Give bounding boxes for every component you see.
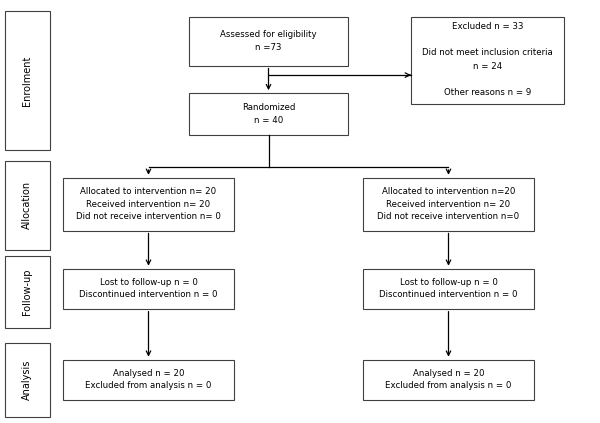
Text: Randomized
n = 40: Randomized n = 40: [242, 104, 295, 125]
Text: Follow-up: Follow-up: [22, 269, 32, 315]
Text: Lost to follow-up n = 0
Discontinued intervention n = 0: Lost to follow-up n = 0 Discontinued int…: [79, 278, 218, 299]
FancyBboxPatch shape: [63, 269, 234, 309]
Text: Analysis: Analysis: [22, 360, 32, 400]
FancyBboxPatch shape: [363, 178, 534, 231]
Text: Allocated to intervention n= 20
Received intervention n= 20
Did not receive inte: Allocated to intervention n= 20 Received…: [76, 187, 221, 221]
FancyBboxPatch shape: [5, 11, 50, 150]
Text: Excluded n = 33

Did not meet inclusion criteria
n = 24

Other reasons n = 9: Excluded n = 33 Did not meet inclusion c…: [422, 22, 553, 97]
FancyBboxPatch shape: [411, 17, 564, 104]
FancyBboxPatch shape: [363, 360, 534, 400]
Text: Assessed for eligibility
n =73: Assessed for eligibility n =73: [220, 30, 317, 52]
FancyBboxPatch shape: [5, 161, 50, 250]
Text: Analysed n = 20
Excluded from analysis n = 0: Analysed n = 20 Excluded from analysis n…: [85, 369, 212, 390]
Text: Allocation: Allocation: [22, 181, 32, 229]
Text: Lost to follow-up n = 0
Discontinued intervention n = 0: Lost to follow-up n = 0 Discontinued int…: [379, 278, 518, 299]
Text: Allocated to intervention n=20
Received intervention n= 20
Did not receive inter: Allocated to intervention n=20 Received …: [377, 187, 520, 221]
FancyBboxPatch shape: [363, 269, 534, 309]
Text: Analysed n = 20
Excluded from analysis n = 0: Analysed n = 20 Excluded from analysis n…: [385, 369, 512, 390]
FancyBboxPatch shape: [189, 93, 348, 135]
FancyBboxPatch shape: [63, 360, 234, 400]
FancyBboxPatch shape: [5, 343, 50, 417]
FancyBboxPatch shape: [63, 178, 234, 231]
Text: Enrolment: Enrolment: [22, 55, 32, 106]
FancyBboxPatch shape: [189, 17, 348, 66]
FancyBboxPatch shape: [5, 256, 50, 328]
